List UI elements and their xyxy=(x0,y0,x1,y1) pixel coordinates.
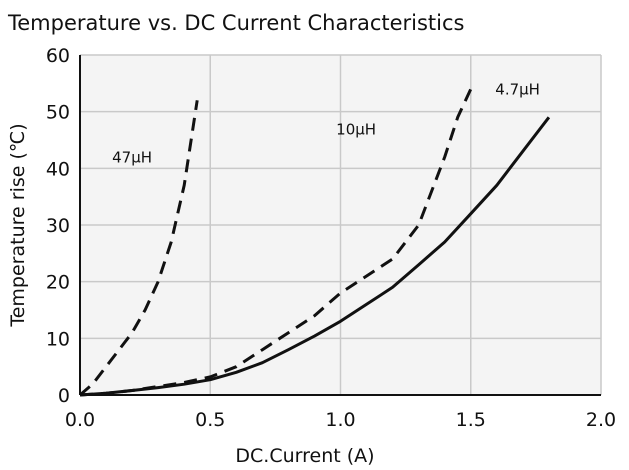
y-tick-label: 40 xyxy=(46,158,70,180)
series-line-2 xyxy=(79,116,551,397)
series-label-1: 10μH xyxy=(336,120,376,138)
x-axis-label: DC.Current (A) xyxy=(235,445,374,467)
y-tick-label: 30 xyxy=(46,215,70,237)
grid xyxy=(80,54,602,395)
x-tick-label: 1.0 xyxy=(325,409,355,431)
series-label-2: 4.7μH xyxy=(495,81,540,99)
y-tick-labels: 0 10 20 30 40 50 60 xyxy=(46,45,70,407)
y-tick-label: 0 xyxy=(58,385,70,407)
y-tick-label: 50 xyxy=(46,102,70,124)
series-label-0: 47μH xyxy=(112,149,152,167)
series-line-0 xyxy=(79,100,199,397)
x-tick-labels: 0.0 0.5 1.0 1.5 2.0 xyxy=(65,409,616,431)
y-tick-label: 20 xyxy=(46,272,70,294)
y-axis-label: Temperature rise (℃) xyxy=(7,123,29,327)
chart-title: Temperature vs. DC Current Characteristi… xyxy=(7,11,464,35)
x-tick-label: 2.0 xyxy=(586,409,616,431)
x-tick-label: 0.0 xyxy=(65,409,95,431)
series-lines xyxy=(79,88,551,397)
y-tick-label: 10 xyxy=(46,328,70,350)
series-annotations: 47μH 10μH 4.7μH xyxy=(112,81,540,167)
x-tick-label: 0.5 xyxy=(195,409,225,431)
x-tick-label: 1.5 xyxy=(456,409,486,431)
y-tick-label: 60 xyxy=(46,45,70,67)
